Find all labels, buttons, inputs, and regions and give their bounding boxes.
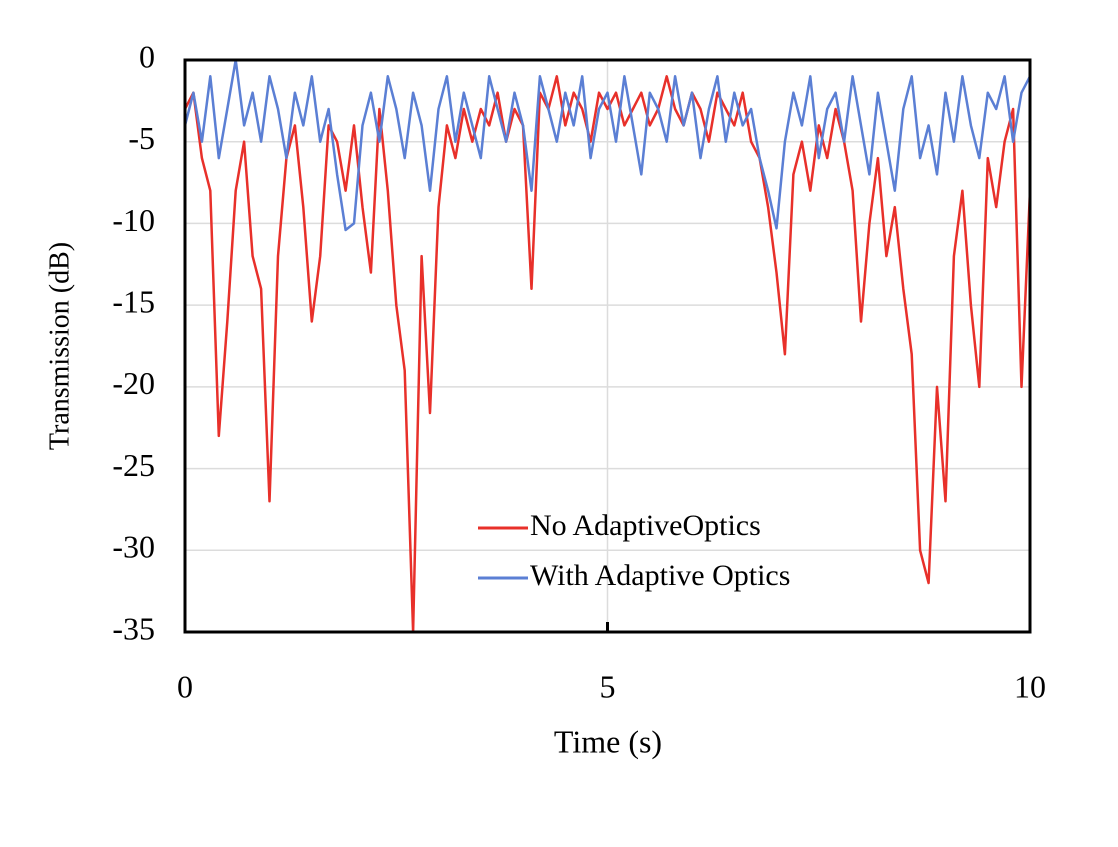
y-tick-label: -35 [112,610,155,646]
legend-label: With Adaptive Optics [530,559,790,592]
y-tick-label: -25 [112,447,155,483]
y-tick-label: -30 [112,529,155,565]
y-tick-label: -10 [112,202,155,238]
data-line [183,75,1032,634]
y-tick-label: -5 [128,120,155,156]
y-tick-label: 0 [139,38,155,74]
plot-frame [183,58,1032,634]
legend-label: No AdaptiveOptics [530,509,761,542]
data-line [183,58,1032,232]
y-tick-label: -15 [112,283,155,319]
y-axis-label: Transmission (dB) [44,242,75,450]
y-tick-label: -20 [112,365,155,401]
x-tick-label: 5 [600,668,616,704]
x-tick-label: 10 [1014,668,1046,704]
x-tick-label: 0 [177,668,193,704]
x-axis-label: Time (s) [554,723,662,759]
